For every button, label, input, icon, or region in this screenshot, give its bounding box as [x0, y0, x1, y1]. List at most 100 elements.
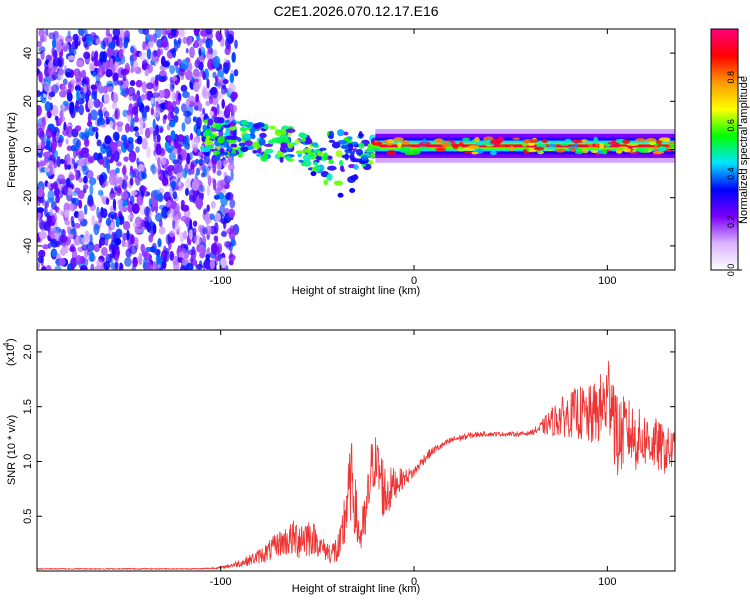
- noise-mark: [234, 39, 238, 49]
- noise-mark: [86, 34, 94, 47]
- noise-mark: [48, 60, 53, 69]
- noise-mark: [175, 98, 181, 105]
- noise-mark: [69, 243, 76, 252]
- noise-mark: [109, 57, 114, 70]
- band-mark: [441, 141, 450, 148]
- noise-mark: [229, 199, 236, 209]
- noise-mark: [80, 152, 88, 158]
- snr-y-ticks: 0.5 1.0 1.5 2.0: [22, 344, 675, 524]
- noise-mark: [106, 47, 113, 58]
- noise-mark: [50, 200, 57, 210]
- echo-mark: [316, 151, 324, 157]
- noise-mark: [163, 114, 168, 120]
- noise-mark: [108, 225, 112, 236]
- echo-mark: [364, 149, 374, 153]
- noise-mark: [182, 91, 190, 99]
- echo-mark: [315, 164, 321, 173]
- noise-mark: [74, 125, 82, 132]
- noise-mark: [187, 95, 196, 103]
- noise-mark: [112, 29, 121, 37]
- noise-mark: [131, 105, 139, 116]
- noise-mark: [99, 232, 106, 242]
- echo-mark: [223, 132, 231, 137]
- noise-mark: [89, 183, 94, 196]
- noise-mark: [154, 106, 161, 118]
- noise-mark: [231, 91, 238, 100]
- noise-mark: [42, 151, 51, 159]
- noise-mark: [114, 261, 119, 270]
- noise-mark: [142, 41, 146, 51]
- snr-scale-close: ): [5, 338, 17, 342]
- noise-mark: [37, 105, 42, 117]
- noise-mark: [203, 258, 212, 270]
- noise-mark: [202, 71, 206, 80]
- noise-mark: [201, 248, 207, 255]
- noise-mark: [91, 215, 96, 227]
- noise-mark: [192, 81, 200, 93]
- noise-mark: [176, 144, 182, 154]
- noise-mark: [59, 234, 68, 244]
- band-mark: [652, 150, 665, 155]
- band-mark: [400, 146, 412, 152]
- noise-mark: [185, 177, 192, 190]
- noise-mark: [160, 55, 166, 67]
- noise-mark: [61, 103, 65, 111]
- echo-mark: [347, 143, 354, 152]
- noise-mark: [93, 243, 100, 253]
- noise-mark: [115, 216, 120, 228]
- noise-mark: [38, 249, 46, 258]
- noise-mark: [37, 187, 44, 198]
- noise-mark: [54, 115, 58, 121]
- band-mark: [509, 145, 515, 152]
- noise-mark: [66, 177, 71, 188]
- echo-mark: [360, 155, 369, 161]
- noise-mark: [111, 248, 116, 257]
- noise-mark: [140, 94, 146, 101]
- noise-mark: [140, 108, 148, 115]
- band-mark: [533, 146, 544, 151]
- noise-mark: [155, 124, 159, 136]
- noise-mark: [103, 261, 111, 270]
- noise-mark: [202, 90, 211, 100]
- y-tick-label: -40: [22, 238, 34, 254]
- noise-mark: [110, 141, 118, 153]
- noise-mark: [204, 113, 208, 119]
- noise-mark: [133, 116, 140, 123]
- noise-mark: [169, 65, 176, 75]
- noise-mark: [194, 59, 200, 67]
- band-mark: [623, 148, 632, 153]
- noise-mark: [162, 169, 169, 179]
- band-mark: [522, 143, 528, 147]
- noise-mark: [92, 126, 99, 132]
- echo-mark: [239, 126, 248, 132]
- noise-mark: [75, 170, 79, 181]
- echo-mark: [310, 171, 317, 177]
- noise-mark: [93, 60, 100, 67]
- noise-mark: [108, 211, 117, 219]
- noise-mark: [130, 117, 135, 128]
- y-tick-label: 0: [22, 146, 34, 152]
- noise-mark: [56, 156, 61, 168]
- noise-mark: [99, 110, 104, 122]
- echo-mark: [300, 138, 307, 142]
- y-tick-label: 2.0: [22, 344, 34, 359]
- echo-mark: [294, 139, 301, 145]
- noise-mark: [111, 92, 119, 104]
- noise-mark: [230, 104, 238, 113]
- band-mark: [574, 139, 584, 143]
- noise-mark: [86, 199, 95, 207]
- noise-mark: [64, 209, 70, 219]
- noise-mark: [66, 126, 73, 138]
- noise-mark: [87, 156, 95, 164]
- band-mark: [462, 137, 471, 141]
- noise-mark: [220, 257, 227, 269]
- noise-mark: [111, 231, 115, 243]
- band-mark: [397, 142, 402, 148]
- noise-mark: [221, 159, 229, 165]
- echo-mark: [311, 142, 319, 147]
- noise-mark: [86, 82, 91, 93]
- noise-mark: [93, 98, 101, 108]
- noise-mark: [196, 128, 202, 137]
- noise-mark: [149, 34, 154, 42]
- noise-mark: [148, 211, 153, 218]
